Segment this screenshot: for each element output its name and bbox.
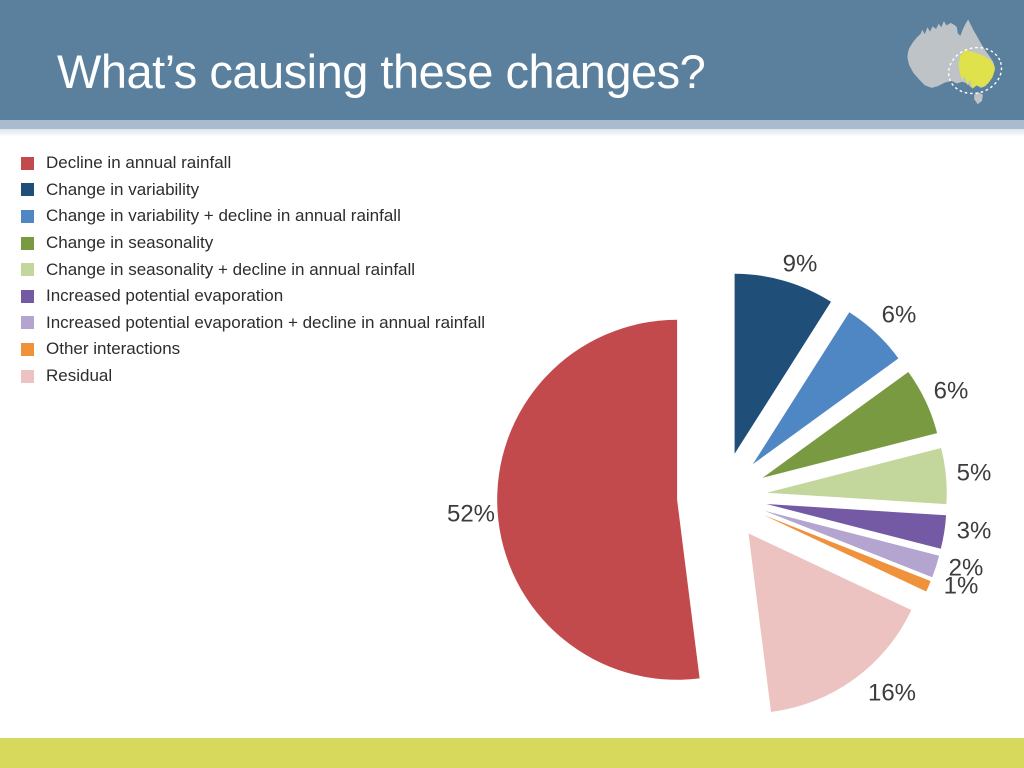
legend-label: Other interactions xyxy=(46,339,181,359)
legend-label: Increased potential evaporation xyxy=(46,286,284,306)
legend-swatch xyxy=(21,369,34,383)
australia-map-icon xyxy=(898,7,1014,115)
tasmania-island xyxy=(974,92,983,105)
legend-label: Residual xyxy=(46,366,113,386)
header-accent-band xyxy=(0,120,1024,129)
legend-item: Increased potential evaporation + declin… xyxy=(21,310,485,337)
legend-swatch xyxy=(21,236,34,250)
pie-slice-1pct xyxy=(763,514,931,592)
legend-label: Change in seasonality + decline in annua… xyxy=(46,259,416,279)
legend-item: Change in seasonality + decline in annua… xyxy=(21,256,485,283)
legend-item: Change in seasonality xyxy=(21,230,485,257)
pie-data-label: 6% xyxy=(934,377,969,404)
pie-data-label: 52% xyxy=(447,500,495,527)
pie-slice-3pct xyxy=(766,504,947,549)
legend-item: Change in variability xyxy=(21,177,485,204)
legend-swatch xyxy=(21,316,34,330)
footer-accent-bar xyxy=(0,738,1024,768)
pie-data-label: 1% xyxy=(944,572,979,599)
pie-data-label: 9% xyxy=(783,250,818,277)
legend-swatch xyxy=(21,289,34,303)
page-title: What’s causing these changes? xyxy=(57,45,706,98)
legend-item: Other interactions xyxy=(21,336,485,363)
legend-label: Change in seasonality xyxy=(46,233,214,253)
pie-slice-5pct xyxy=(766,448,947,505)
legend-swatch xyxy=(21,342,34,356)
legend-label: Decline in annual rainfall xyxy=(46,153,232,173)
legend-item: Change in variability + decline in annua… xyxy=(21,203,485,230)
pie-slice-6pct xyxy=(762,372,938,478)
pie-slice-52pct xyxy=(497,319,700,680)
pie-slice-16pct xyxy=(748,533,912,712)
legend-item: Decline in annual rainfall xyxy=(21,150,485,177)
legend-swatch xyxy=(21,183,34,197)
murray-darling-basin-highlight xyxy=(958,49,995,89)
pie-data-label: 5% xyxy=(957,459,992,486)
chart-legend: Decline in annual rainfall Change in vari… xyxy=(21,150,485,389)
pie-slice-2pct xyxy=(764,510,940,578)
pie-data-label: 16% xyxy=(868,679,916,706)
pie-data-label: 2% xyxy=(949,554,984,581)
legend-swatch xyxy=(21,156,34,170)
legend-swatch xyxy=(21,263,34,277)
pie-data-label: 6% xyxy=(882,301,917,328)
pie-data-label: 3% xyxy=(957,517,992,544)
legend-label: Change in variability + decline in annua… xyxy=(46,206,401,226)
pie-slice-9pct xyxy=(734,273,831,454)
slide-header: What’s causing these changes? xyxy=(0,0,1024,120)
legend-label: Increased potential evaporation + declin… xyxy=(46,312,485,332)
legend-swatch xyxy=(21,209,34,223)
legend-label: Change in variability xyxy=(46,179,200,199)
legend-item: Increased potential evaporation xyxy=(21,283,485,310)
header-fade-band xyxy=(0,129,1024,137)
pie-slice-6pct xyxy=(752,312,899,465)
legend-item: Residual xyxy=(21,363,485,390)
